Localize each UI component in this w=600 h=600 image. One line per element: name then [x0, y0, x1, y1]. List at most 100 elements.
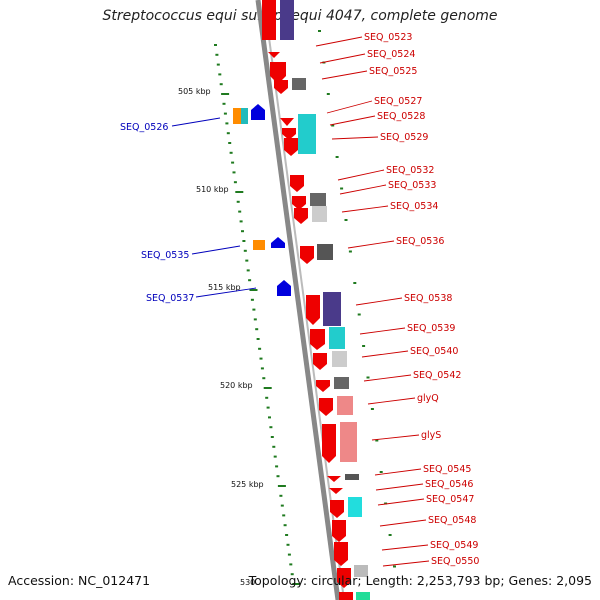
blast-block: [354, 565, 368, 577]
leader-line: [339, 184, 387, 195]
gene-label[interactable]: SEQ_0524: [367, 49, 415, 60]
minor-tick: [280, 504, 284, 507]
minor-tick: [232, 171, 236, 174]
gene-label[interactable]: SEQ_0532: [386, 165, 434, 176]
minor-tick: [233, 181, 237, 184]
leader-line: [326, 100, 373, 114]
minor-tick: [215, 53, 219, 56]
blast-block: [334, 377, 349, 389]
leader-line: [171, 117, 221, 127]
right-tick: [326, 93, 330, 95]
gene-label[interactable]: SEQ_0525: [369, 66, 417, 77]
right-tick: [375, 439, 379, 442]
gene-label[interactable]: SEQ_0533: [388, 180, 436, 191]
gene-label[interactable]: SEQ_0538: [404, 293, 452, 304]
major-tick: [277, 485, 286, 487]
right-tick: [357, 313, 361, 316]
blast-block: [356, 592, 370, 600]
forward-gene-labels: SEQ_0523 SEQ_0524 SEQ_0525 SEQ_0527 SEQ_…: [364, 32, 479, 567]
minor-tick: [243, 249, 247, 252]
cds-arrow: [319, 398, 333, 416]
leader-line: [382, 560, 430, 567]
blast-block: [298, 114, 316, 154]
gene-label[interactable]: SEQ_0523: [364, 32, 412, 43]
gene-label[interactable]: SEQ_0546: [425, 479, 473, 490]
gene-label[interactable]: SEQ_0529: [380, 132, 428, 143]
cds-arrow: [290, 175, 304, 192]
cds-arrow: [268, 52, 280, 58]
leader-line: [367, 397, 416, 405]
minor-tick: [276, 475, 280, 478]
minor-tick: [260, 367, 264, 370]
gene-label[interactable]: SEQ_0548: [428, 515, 476, 526]
right-tick: [362, 345, 366, 347]
reverse-gene-arrow: [271, 237, 285, 248]
minor-tick: [245, 259, 249, 262]
blast-block: [340, 422, 357, 462]
cds-arrow: [316, 380, 330, 392]
gene-label[interactable]: SEQ_0542: [413, 370, 461, 381]
right-tick: [318, 30, 321, 32]
minor-tick: [262, 377, 266, 380]
leader-line: [347, 240, 395, 249]
gene-label[interactable]: glyS: [421, 430, 441, 441]
gene-label[interactable]: SEQ_0540: [410, 346, 458, 357]
minor-tick: [287, 553, 291, 556]
minor-tick: [214, 44, 217, 46]
gene-label[interactable]: SEQ_0545: [423, 464, 471, 475]
gene-label[interactable]: SEQ_0534: [390, 201, 438, 212]
major-tick: [235, 191, 244, 193]
gene-label[interactable]: SEQ_0527: [374, 96, 422, 107]
minor-tick: [272, 445, 276, 448]
minor-tick: [286, 543, 290, 546]
right-tick: [331, 124, 335, 127]
reverse-gene-block: [253, 240, 265, 250]
blast-block: [312, 206, 327, 222]
leader-line: [363, 374, 412, 382]
minor-tick: [275, 465, 279, 468]
cds-arrow: [332, 520, 346, 542]
genome-summary: Topology: circular; Length: 2,253,793 bp…: [248, 573, 592, 588]
cds-block: [339, 592, 353, 600]
gene-label[interactable]: SEQ_0535: [141, 250, 189, 261]
minor-tick: [283, 524, 287, 527]
cds-arrow: [294, 208, 308, 224]
minor-tick: [270, 436, 274, 438]
label-leader-lines: [171, 36, 430, 567]
gene-label[interactable]: SEQ_0539: [407, 323, 455, 334]
minor-tick: [239, 220, 243, 223]
blast-block: [292, 78, 306, 90]
major-tick: [221, 93, 230, 95]
accession-label: Accession: NC_012471: [8, 573, 151, 588]
leader-line: [375, 483, 424, 491]
leader-line: [377, 498, 425, 506]
gene-label[interactable]: SEQ_0536: [396, 236, 444, 247]
leader-line: [329, 115, 376, 126]
minor-tick: [273, 455, 277, 458]
blast-block: [310, 193, 326, 206]
blast-block: [332, 351, 347, 367]
leader-line: [359, 327, 406, 335]
gene-label[interactable]: SEQ_0537: [146, 293, 194, 304]
gene-label[interactable]: SEQ_0550: [431, 556, 479, 567]
minor-tick: [242, 240, 246, 242]
gene-label[interactable]: glyQ: [417, 393, 439, 404]
minor-tick: [250, 298, 254, 301]
minor-tick: [236, 200, 240, 203]
minor-tick: [229, 151, 233, 154]
minor-tick: [223, 112, 227, 115]
leader-line: [321, 70, 368, 80]
minor-tick: [219, 83, 223, 86]
right-tick: [384, 502, 388, 505]
minor-tick: [253, 318, 257, 321]
leader-line: [371, 434, 420, 441]
minor-tick: [228, 142, 232, 144]
minor-tick: [290, 573, 294, 576]
gene-label[interactable]: SEQ_0528: [377, 111, 425, 122]
gene-label[interactable]: SEQ_0549: [430, 540, 478, 551]
right-tick: [348, 250, 352, 253]
right-tick: [388, 534, 392, 536]
minor-tick: [258, 347, 262, 350]
gene-label[interactable]: SEQ_0526: [120, 122, 168, 133]
gene-label[interactable]: SEQ_0547: [426, 494, 474, 505]
